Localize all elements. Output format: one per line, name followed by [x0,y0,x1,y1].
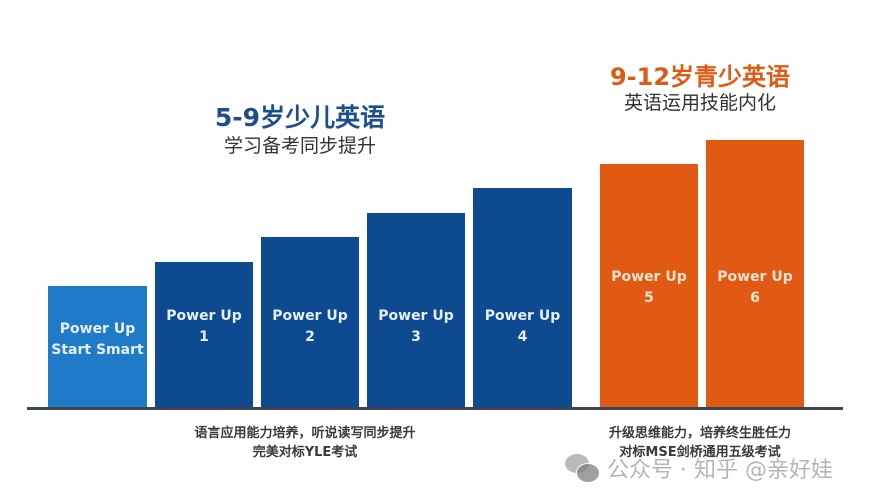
bar-power-up-start-smart: Power Up Start Smart [48,286,147,408]
bar-power-up-4: Power Up 4 [473,188,572,408]
bar-label-line1: Power Up [378,308,454,324]
kids-group-title: 5-9岁少儿英语 [214,103,386,132]
kids-group-subtitle: 学习备考同步提升 [223,135,376,157]
bar-label-line2: 6 [750,290,760,306]
watermark: 公众号 · 知乎 @亲好娃 [565,452,833,484]
wechat-icon [565,454,600,483]
bar-power-up-3: Power Up 3 [367,213,465,408]
teens-description-line1: 升级思维能力，培养终生胜任力 [608,426,791,441]
bar-label-line2: 5 [644,290,654,306]
bar-label-line1: Power Up [717,269,793,285]
teens-group-title: 9-12岁青少英语 [609,63,791,91]
bar-power-up-5: Power Up 5 [600,164,698,408]
bar-label-line2: 3 [411,329,421,345]
bar-label-line2: Start Smart [51,342,144,358]
bar-label-line1: Power Up [611,269,687,285]
bar-label-line2: 2 [305,329,315,345]
bar-label-line1: Power Up [484,308,561,324]
baseline-axis [27,407,843,410]
bar-label-line1: Power Up [59,321,136,337]
kids-description-line1: 语言应用能力培养，听说读写同步提升 [194,426,416,441]
teens-description-line2: 对标MSE剑桥通用五级考试 [619,445,781,460]
bar-label-line1: Power Up [166,308,242,324]
bar-power-up-1: Power Up 1 [155,262,253,408]
teens-group-subtitle: 英语运用技能内化 [623,92,776,114]
kids-description-line2: 完美对标YLE考试 [252,445,358,460]
bar-label-line1: Power Up [272,308,348,324]
bar-power-up-2: Power Up 2 [261,237,359,408]
bar-label-line2: 1 [199,329,209,345]
bar-label-line2: 4 [517,329,528,345]
bar-power-up-6: Power Up 6 [706,140,804,408]
watermark-text: 公众号 · 知乎 @亲好娃 [607,458,833,483]
